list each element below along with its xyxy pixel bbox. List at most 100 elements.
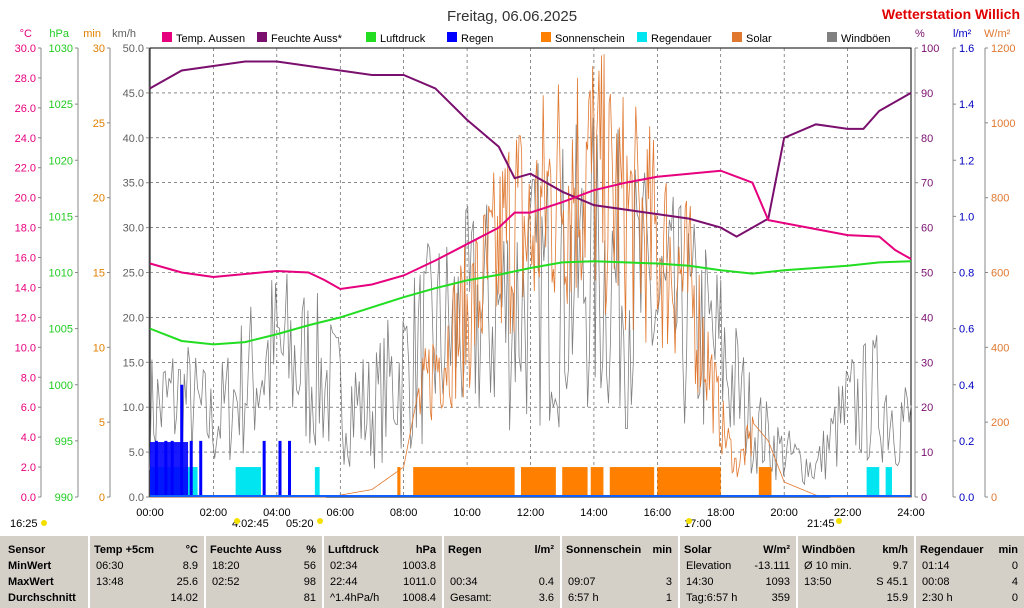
column-title: Feuchte Auss: [210, 544, 282, 556]
x-tick-label: 06:00: [326, 507, 354, 519]
tick-label: 400: [991, 342, 1009, 354]
column-unit: °C: [185, 544, 198, 556]
cell-value: 14.02: [170, 592, 198, 604]
tick-label: 1.0: [959, 211, 974, 223]
x-tick-label: 10:00: [453, 507, 481, 519]
cell-label: ^1.4hPa/h: [330, 592, 380, 604]
right-axis: W/m² 1200 1000 800 600 400 200 0: [984, 28, 1015, 504]
tick-label: 995: [55, 436, 73, 448]
column-unit: min: [998, 544, 1018, 556]
cell-value: 0.4: [538, 576, 554, 588]
column-unit: l/m²: [534, 544, 554, 556]
left-axis: °C 30.0 28.0 26.0 24.0 22.0 20.0 18.0 16.0 14.0 12…: [15, 28, 42, 504]
column-title: Solar: [684, 544, 712, 556]
tick-label: 600: [991, 268, 1009, 280]
cell-value: 359: [771, 592, 790, 604]
cell-label: Elevation: [686, 560, 732, 572]
event-marker: [686, 518, 692, 524]
sunshine-bar: [590, 467, 604, 497]
rain-bar-cluster: [150, 442, 189, 497]
left-axis: hPa 1030 1025 1020 1015 1010 1005 1000 995 990: [49, 28, 79, 504]
tick-label: 1005: [49, 324, 73, 336]
sunshine-bar: [758, 467, 772, 497]
legend-swatch: [162, 32, 172, 42]
tick-label: 20.0: [15, 193, 36, 205]
event-marker: [317, 518, 323, 524]
rain-bar: [278, 440, 282, 497]
cell-value: 9.7: [892, 560, 908, 572]
axis-unit: l/m²: [953, 28, 972, 40]
tick-label: 25: [93, 118, 105, 130]
legend-label: Sonnenschein: [555, 33, 625, 45]
cell-label: 22:44: [330, 576, 358, 588]
axis-unit: °C: [20, 28, 32, 40]
cell-value: 3: [665, 576, 672, 588]
cell-label: 2:30 h: [922, 592, 953, 604]
series-line-temp: [149, 169, 912, 291]
tick-label: 990: [55, 492, 73, 504]
sunshine-bar: [520, 467, 556, 497]
left-axis: km/h 50.0 45.0 40.0 35.0 30.0 25.0 20.0 15.0 10.0…: [112, 28, 150, 504]
chart-title: Freitag, 06.06.2025: [447, 8, 577, 25]
tick-label: 0.2: [959, 436, 974, 448]
tick-label: 1015: [49, 211, 73, 223]
tick-label: 100: [921, 43, 939, 55]
x-tick-label: 14:00: [580, 507, 608, 519]
cell-value: 56: [303, 560, 316, 572]
stats-column: Solar W/m² Elevation -13.111 14:30 1093 Tag:6:…: [678, 536, 798, 608]
tick-label: 20: [93, 193, 105, 205]
stats-column: Temp +5cm °C 06:30 8.9 13:48 25.6 14.02: [88, 536, 206, 608]
axis-unit: km/h: [112, 28, 136, 40]
event-marker: [41, 520, 47, 526]
cell-value: 98: [303, 576, 316, 588]
x-tick-label: 00:00: [136, 507, 164, 519]
brand-title: Wetterstation Willich: [882, 6, 1020, 22]
tick-label: 5: [99, 417, 105, 429]
tick-label: 10.0: [15, 342, 36, 354]
tick-label: 1000: [991, 118, 1015, 130]
tick-label: 15: [93, 268, 105, 280]
x-tick-label: 12:00: [517, 507, 545, 519]
tick-label: 15.0: [123, 357, 144, 369]
tick-label: 25.0: [123, 268, 144, 280]
sunshine-bar: [562, 467, 588, 497]
x-tick-label: 04:00: [263, 507, 291, 519]
stats-column: Feuchte Auss% 18:20 56 02:52 98 81: [204, 536, 324, 608]
tick-label: 60: [921, 223, 933, 235]
cell-label: 18:20: [212, 560, 240, 572]
tick-label: 30: [921, 357, 933, 369]
cell-value: 3.6: [538, 592, 554, 604]
stats-column: Windböen km/h Ø 10 min. 9.7 13:50 S 45.1 15.9: [796, 536, 916, 608]
column-unit: W/m²: [763, 544, 790, 556]
tick-label: 50: [921, 268, 933, 280]
x-tick-label: 08:00: [390, 507, 418, 519]
cell-value: 1011.0: [403, 576, 436, 588]
legend-swatch: [447, 32, 457, 42]
cell-label: 6:57 h: [568, 592, 599, 604]
stats-table: Sensor MinWert MaxWert Durchschnitt Temp…: [0, 536, 1024, 608]
axis-unit: hPa: [49, 28, 69, 40]
tick-label: 8.0: [21, 372, 36, 384]
x-tick-label: 02:00: [200, 507, 228, 519]
row-label: MaxWert: [8, 576, 54, 588]
cell-label: 02:34: [330, 560, 358, 572]
tick-label: 20: [921, 402, 933, 414]
cell-value: 0: [1011, 592, 1018, 604]
raindur-bar: [314, 467, 320, 497]
axis-unit: W/m²: [984, 28, 1011, 40]
cell-value: 4: [1011, 576, 1018, 588]
tick-label: 0.0: [21, 492, 36, 504]
tick-label: 1.4: [959, 99, 974, 111]
sunshine-bar: [397, 467, 401, 497]
raindur-bar: [235, 467, 261, 497]
cell-value: S 45.1: [876, 576, 908, 588]
event-marker: [836, 518, 842, 524]
column-unit: km/h: [882, 544, 908, 556]
tick-label: 0.8: [959, 268, 974, 280]
column-title: Temp +5cm: [94, 544, 155, 556]
tick-label: 1.2: [959, 155, 974, 167]
row-label: Durchschnitt: [8, 592, 76, 604]
raindur-bar: [866, 467, 880, 497]
event-label: 4:02:45: [232, 518, 269, 530]
tick-label: 2.0: [21, 462, 36, 474]
